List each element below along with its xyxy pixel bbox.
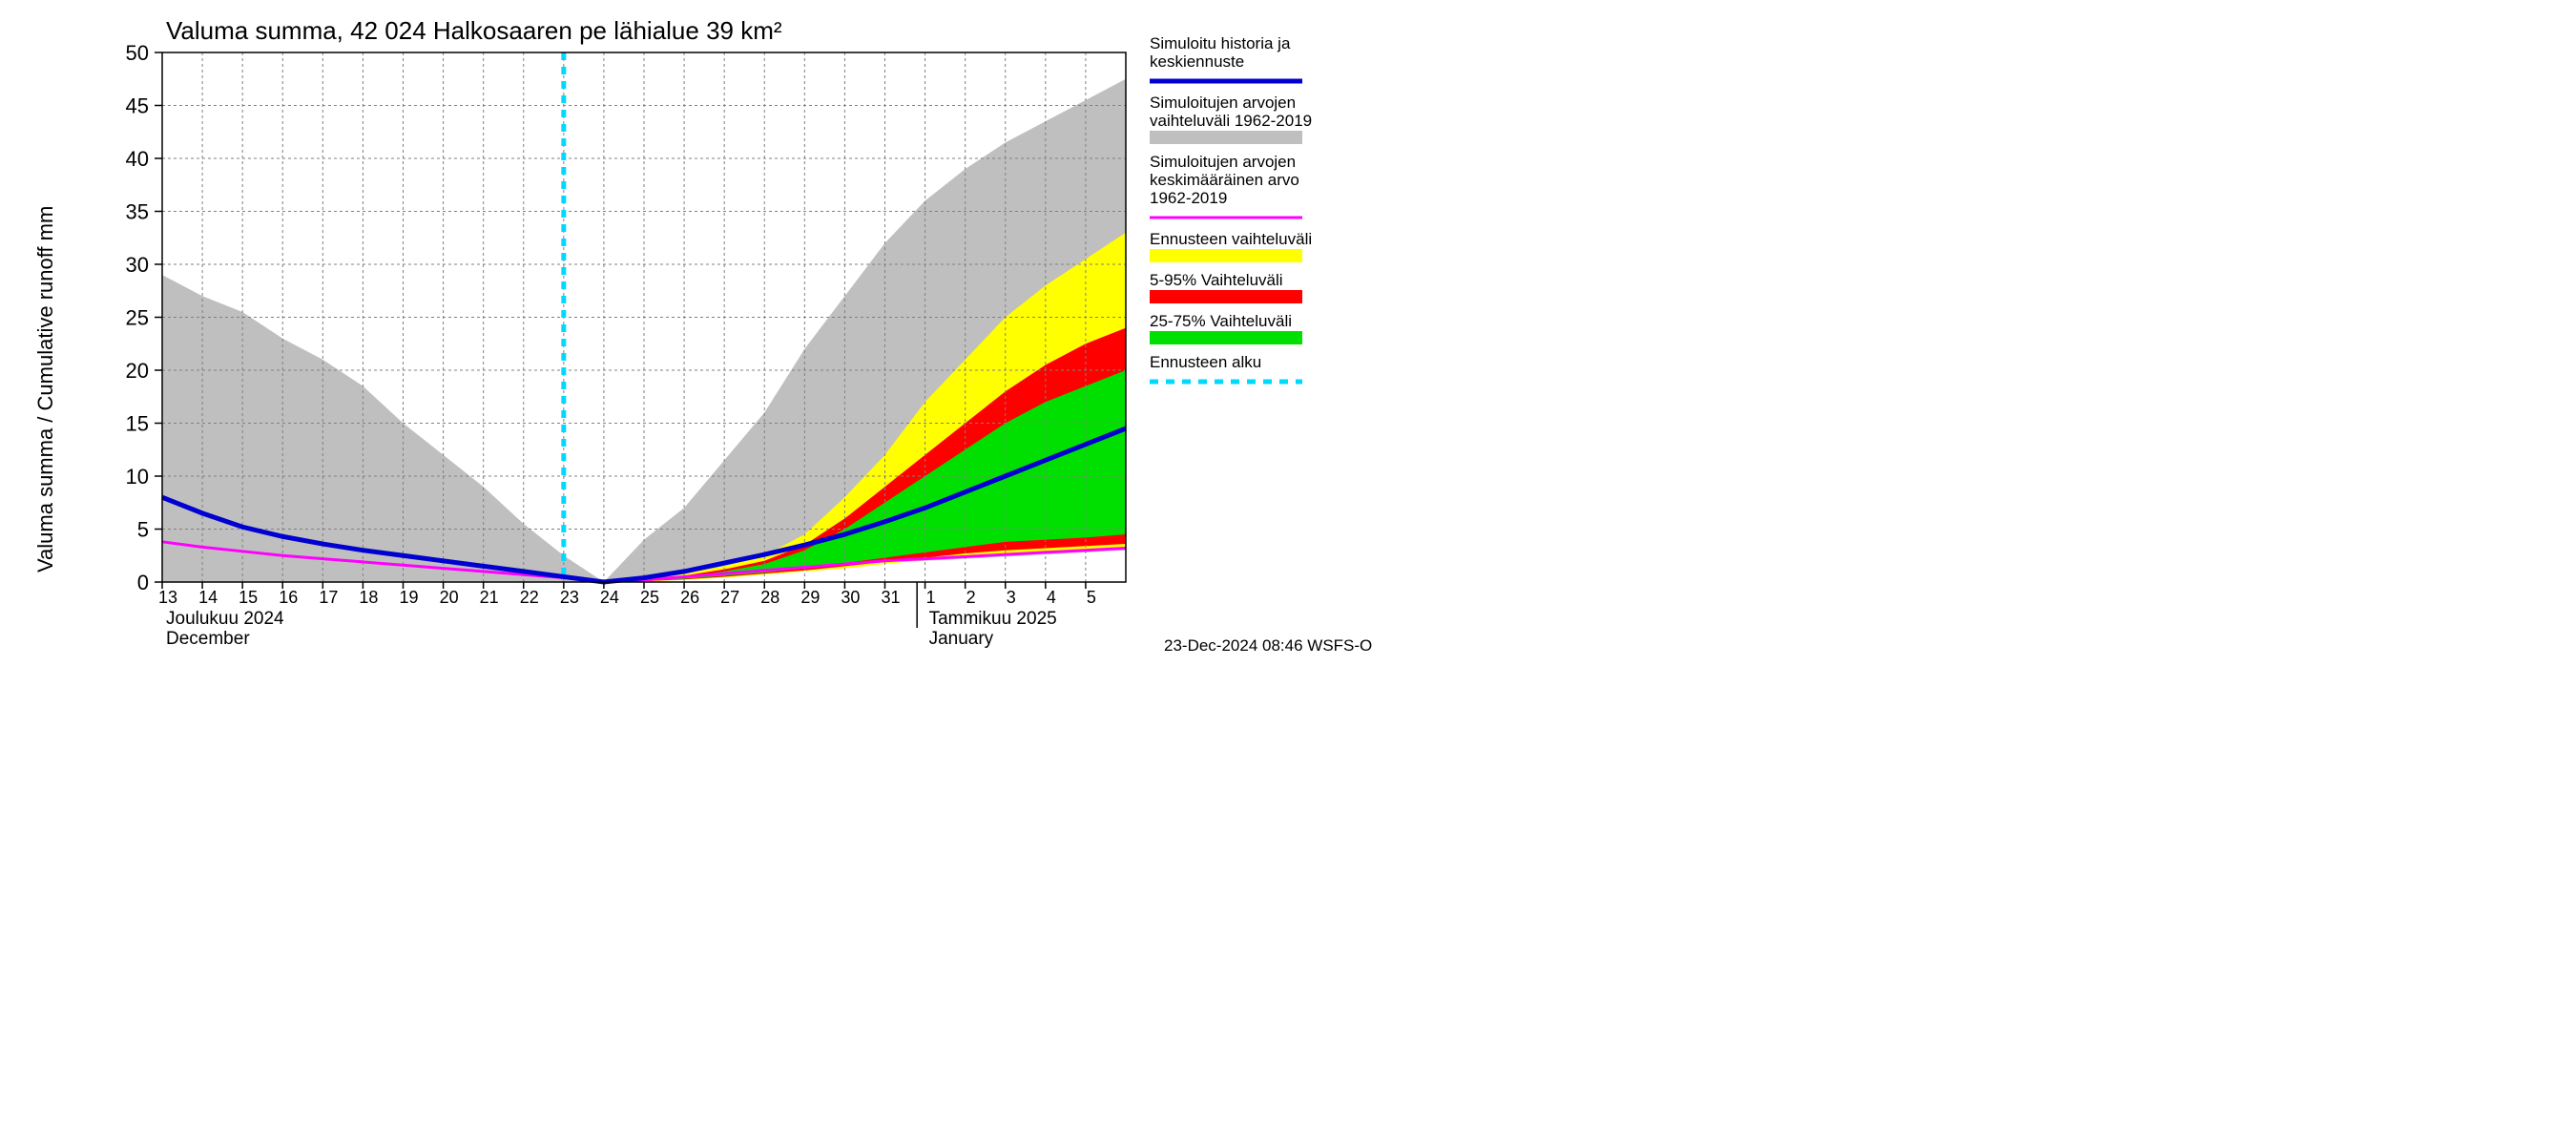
- x-tick-label: 5: [1087, 588, 1096, 607]
- legend-label: 25-75% Vaihteluväli: [1150, 312, 1292, 330]
- y-tick-label: 45: [126, 94, 149, 118]
- x-tick-label: 22: [520, 588, 539, 607]
- x-tick-label: 18: [359, 588, 378, 607]
- x-tick-label: 17: [319, 588, 338, 607]
- legend-label: keskiennuste: [1150, 52, 1244, 71]
- chart-container: 0510152025303540455013141516171819202122…: [0, 0, 1431, 668]
- y-tick-label: 50: [126, 41, 149, 65]
- x-tick-label: 27: [720, 588, 739, 607]
- legend-swatch: [1150, 249, 1302, 262]
- month-label-top: Joulukuu 2024: [166, 609, 284, 629]
- y-tick-label: 15: [126, 412, 149, 436]
- legend-label: 5-95% Vaihteluväli: [1150, 271, 1283, 289]
- legend-swatch: [1150, 331, 1302, 344]
- x-tick-label: 14: [198, 588, 218, 607]
- x-tick-label: 19: [399, 588, 418, 607]
- x-tick-label: 26: [680, 588, 699, 607]
- x-tick-label: 2: [966, 588, 976, 607]
- y-tick-label: 10: [126, 465, 149, 489]
- y-tick-label: 25: [126, 306, 149, 330]
- legend-label: Ennusteen vaihteluväli: [1150, 230, 1312, 248]
- x-tick-label: 31: [881, 588, 900, 607]
- y-tick-label: 0: [137, 571, 149, 594]
- x-tick-label: 28: [760, 588, 779, 607]
- y-tick-label: 20: [126, 359, 149, 383]
- legend-label: Ennusteen alku: [1150, 353, 1261, 371]
- chart-title: Valuma summa, 42 024 Halkosaaren pe lähi…: [166, 16, 782, 45]
- y-tick-label: 40: [126, 147, 149, 171]
- x-tick-label: 13: [158, 588, 177, 607]
- x-tick-label: 16: [279, 588, 298, 607]
- legend-label: keskimääräinen arvo: [1150, 171, 1299, 189]
- x-tick-label: 15: [239, 588, 258, 607]
- legend-swatch: [1150, 131, 1302, 144]
- x-tick-label: 3: [1007, 588, 1016, 607]
- month-label-bottom: January: [929, 629, 994, 649]
- runoff-chart: 0510152025303540455013141516171819202122…: [0, 0, 1431, 668]
- y-tick-label: 5: [137, 518, 149, 542]
- legend-label: Simuloitu historia ja: [1150, 34, 1291, 52]
- x-tick-label: 25: [640, 588, 659, 607]
- footer-timestamp: 23-Dec-2024 08:46 WSFS-O: [1164, 636, 1372, 655]
- y-tick-label: 35: [126, 200, 149, 224]
- legend-swatch: [1150, 290, 1302, 303]
- x-tick-label: 1: [926, 588, 936, 607]
- legend-label: Simuloitujen arvojen: [1150, 94, 1296, 112]
- legend-label: Simuloitujen arvojen: [1150, 153, 1296, 171]
- x-tick-label: 30: [841, 588, 860, 607]
- legend-label: vaihteluväli 1962-2019: [1150, 112, 1312, 130]
- x-tick-label: 24: [600, 588, 619, 607]
- x-tick-label: 20: [440, 588, 459, 607]
- month-label-bottom: December: [166, 629, 250, 649]
- x-tick-label: 23: [560, 588, 579, 607]
- month-label-top: Tammikuu 2025: [929, 609, 1057, 629]
- legend-label: 1962-2019: [1150, 189, 1227, 207]
- y-tick-label: 30: [126, 253, 149, 277]
- x-tick-label: 4: [1047, 588, 1056, 607]
- y-axis-label: Valuma summa / Cumulative runoff mm: [33, 206, 57, 572]
- x-tick-label: 29: [800, 588, 820, 607]
- x-tick-label: 21: [480, 588, 499, 607]
